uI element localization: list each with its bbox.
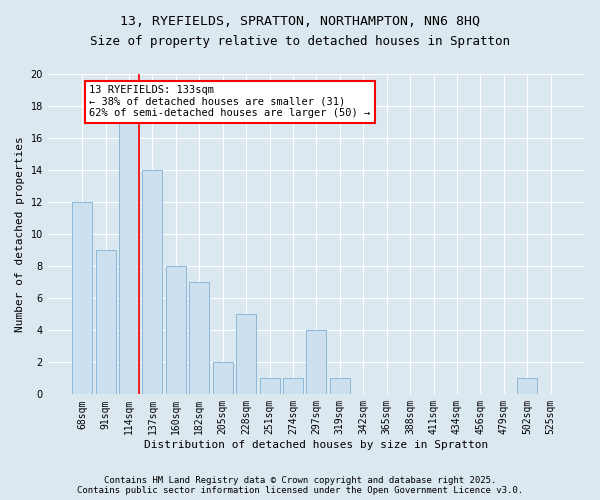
Text: 13, RYEFIELDS, SPRATTON, NORTHAMPTON, NN6 8HQ: 13, RYEFIELDS, SPRATTON, NORTHAMPTON, NN… bbox=[120, 15, 480, 28]
Bar bbox=[95, 250, 116, 394]
Bar bbox=[330, 378, 350, 394]
Text: Contains HM Land Registry data © Crown copyright and database right 2025.
Contai: Contains HM Land Registry data © Crown c… bbox=[77, 476, 523, 495]
Bar bbox=[517, 378, 537, 394]
Bar bbox=[166, 266, 186, 394]
Text: 13 RYEFIELDS: 133sqm
← 38% of detached houses are smaller (31)
62% of semi-detac: 13 RYEFIELDS: 133sqm ← 38% of detached h… bbox=[89, 85, 370, 118]
Bar bbox=[72, 202, 92, 394]
Bar bbox=[307, 330, 326, 394]
Bar bbox=[260, 378, 280, 394]
Bar bbox=[236, 314, 256, 394]
Y-axis label: Number of detached properties: Number of detached properties bbox=[15, 136, 25, 332]
X-axis label: Distribution of detached houses by size in Spratton: Distribution of detached houses by size … bbox=[144, 440, 488, 450]
Bar bbox=[142, 170, 163, 394]
Bar bbox=[119, 122, 139, 394]
Bar bbox=[283, 378, 303, 394]
Text: Size of property relative to detached houses in Spratton: Size of property relative to detached ho… bbox=[90, 35, 510, 48]
Bar bbox=[213, 362, 233, 394]
Bar bbox=[190, 282, 209, 395]
